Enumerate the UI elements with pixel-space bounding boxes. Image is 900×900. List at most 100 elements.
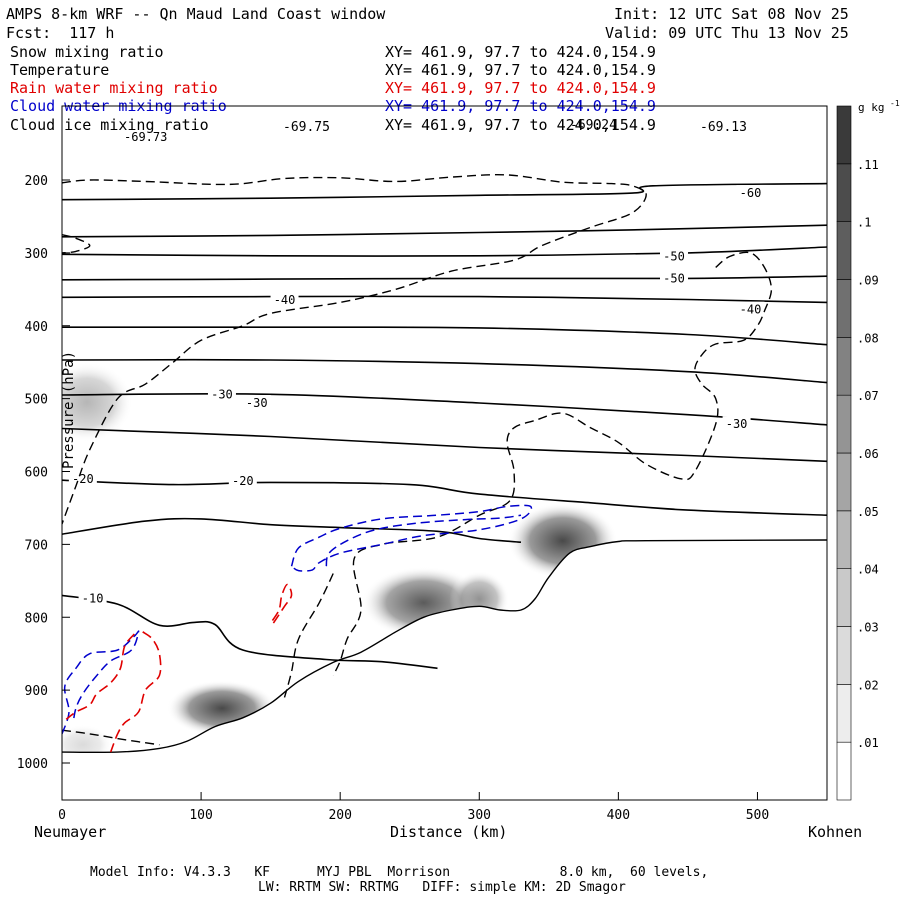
snow-shading-blob [62,362,134,443]
cloud-ice-contour [62,729,160,746]
y-tick-label: 800 [25,611,48,626]
init-time: Init: 12 UTC Sat 08 Nov 25 [614,5,849,23]
colorbar-bin [836,452,852,512]
forecast-hour: Fcst: 117 h [6,24,115,42]
temperature-contour-line [62,594,438,670]
contour-label: -30 [726,417,748,431]
colorbar-tick-label: .06 [857,447,879,461]
plot-frame [61,105,828,801]
x-axis-label: Distance (km) [390,823,507,841]
colorbar-tick-label: .09 [857,274,879,288]
field-xy-temperature: XY= 461.9, 97.7 to 424.0,154.9 [385,61,656,79]
temperature-contour-line [62,326,827,346]
y-axis-label: Pressure (hPa) [61,351,77,469]
colorbar-bin [836,626,852,685]
contour-label-bg [242,394,271,409]
colorbar-tick-label: .02 [857,678,879,692]
field-xy-rain: XY= 461.9, 97.7 to 424.0,154.9 [385,79,656,97]
contour-label: -30 [246,396,268,410]
contour-label-bg [660,270,688,285]
extreme-value-1: -69.73 [124,130,168,144]
x-tick-label: 400 [607,808,630,823]
contour-label: -10 [82,591,104,605]
temperature-contour-line [62,427,827,463]
model-info-line2: LW: RRTM SW: RRTMG DIFF: simple KM: 2D S… [258,880,626,895]
y-tick-label: 500 [25,393,48,408]
colorbar-tick-label: .11 [857,158,879,172]
colorbar: .01 .02 .03 .04 .05 .06 .07 .08 .09 .1 .11 [836,105,879,801]
colorbar-tick-label: .07 [857,389,879,403]
colorbar-tick-label: .08 [857,331,879,345]
temperature-contour-line [62,295,827,304]
colorbar-bin [836,510,852,569]
field-label-cloud-ice: Cloud ice mixing ratio [10,116,209,134]
contour-label: -20 [72,472,94,486]
contour-label-bg [660,248,688,263]
valid-time: Valid: 09 UTC Thu 13 Nov 25 [605,24,849,42]
y-tick-label: 400 [25,320,48,335]
cloud-water-contour [290,504,533,572]
cloud-water-contour [325,514,522,567]
colorbar-bin [836,221,852,280]
cloud-water-contour [62,630,140,735]
colorbar-tick-label: .1 [857,216,871,230]
y-tick-label: 300 [25,247,48,262]
left-endpoint-label: Neumayer [34,823,106,841]
contour-label: -40 [274,293,296,307]
x-tick-label: 100 [189,808,212,823]
rain-water-contours [65,583,293,753]
x-tick-label: 0 [58,808,66,823]
model-info-line1: Model Info: V4.3.3 KF MYJ PBL Morrison 8… [90,865,709,880]
contour-label-bg [78,590,107,605]
temperature-contour-line [62,393,827,426]
colorbar-tick-label: .01 [857,736,879,750]
field-xy-cloud-ice: XY= 461.9, 97.7 to 424.0,154.9 [385,116,656,134]
temperature-contour-line [62,246,827,257]
x-tick-label: 500 [746,808,769,823]
contour-label: -50 [663,271,685,285]
contour-label: -50 [663,250,685,264]
chart-title: AMPS 8-km WRF -- Qn Maud Land Coast wind… [6,5,386,23]
temperature-contour-line [62,182,827,201]
field-label-rain: Rain water mixing ratio [10,79,218,97]
colorbar-tick-label: .03 [857,621,879,635]
cloud-ice-contour [62,173,647,525]
field-label-temperature: Temperature [10,61,110,79]
contour-label: -30 [211,387,233,401]
temperature-contour-line [62,224,827,238]
terrain-layer [61,539,828,800]
cloud-ice-contour [283,573,334,698]
colorbar-bin [836,279,852,338]
y-tick-label: 1000 [17,757,48,772]
field-xy-snow: XY= 461.9, 97.7 to 424.0,154.9 [385,43,656,61]
extreme-value-4: -69.13 [700,120,747,135]
right-endpoint-label: Kohnen [808,823,862,841]
contour-label-bg [270,292,299,307]
x-tick-label: 300 [468,808,491,823]
rain-water-contour [269,583,293,624]
x-tick-label: 200 [328,808,351,823]
colorbar-bin [836,394,852,454]
y-tick-label: 200 [25,174,48,189]
axes: 200 300 400 500 600 700 800 900 1000 0 100 200 300 40… [17,174,770,823]
cloud-ice-contour [62,234,91,254]
colorbar-unit: g kg [858,101,885,114]
colorbar-unit-exponent: -1 [890,99,900,108]
extreme-value-2: -69.75 [283,120,330,135]
contour-label-bg [207,386,236,401]
terrain-fill [62,540,827,800]
temperature-contour-line [62,358,827,384]
colorbar-bin [836,741,852,801]
colorbar-tick-label: .04 [857,563,879,577]
field-label-snow: Snow mixing ratio [10,43,164,61]
rain-water-contour [109,631,162,753]
colorbar-bin [836,163,852,222]
contour-label-bg [722,416,751,431]
contour-label-bg [68,470,97,485]
colorbar-tick-label: .05 [857,505,879,519]
temperature-contour-line [62,517,522,543]
temperature-contour-line [62,275,827,281]
cloud-water-contours [62,504,533,735]
colorbar-bin [836,684,852,743]
